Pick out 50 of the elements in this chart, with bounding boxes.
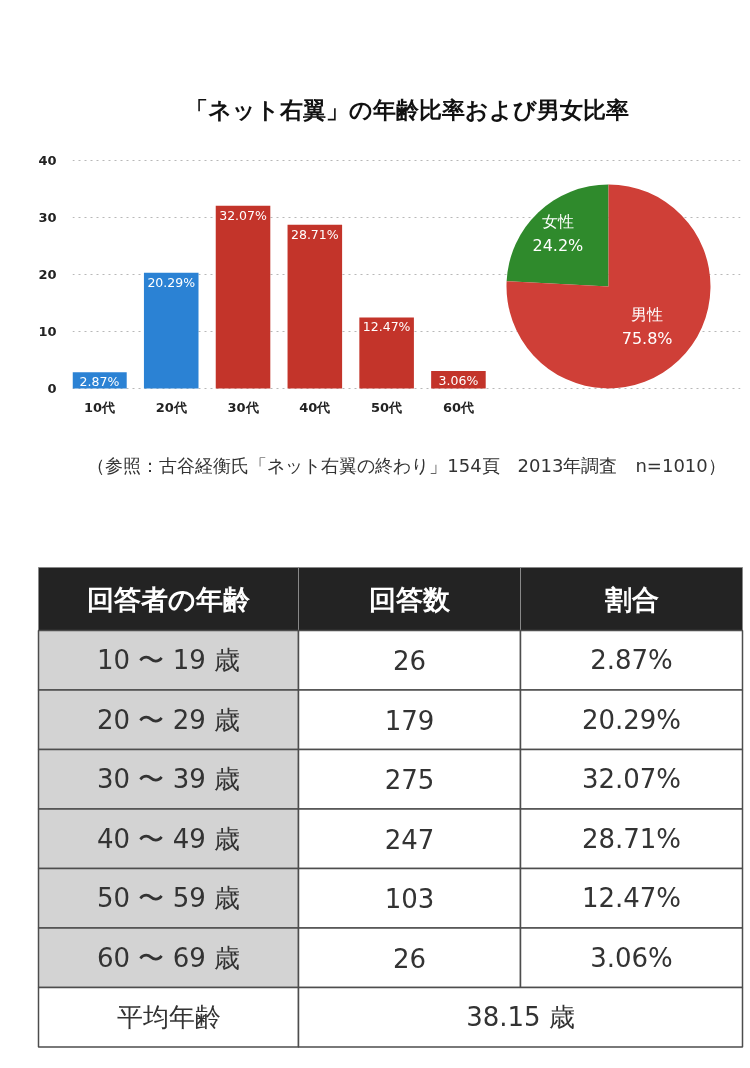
x-tick-label: 40代 xyxy=(299,399,331,415)
slice-label: 男性 xyxy=(631,305,664,325)
y-tick-label: 30 xyxy=(38,209,57,225)
y-tick-label: 40 xyxy=(38,152,57,168)
x-tick-label: 50代 xyxy=(371,399,403,415)
data-label: 32.07% xyxy=(581,764,682,795)
bar xyxy=(143,272,199,389)
chart-title: 「ネット右翼」の年齢比率および男女比率 xyxy=(184,96,629,123)
category-label: 20 〜 29 歳 xyxy=(97,704,240,735)
x-tick-label: 30代 xyxy=(227,399,259,415)
y-tick-label: 20 xyxy=(38,267,57,282)
y-tick-label: 0 xyxy=(47,381,57,397)
data-label: 26 xyxy=(392,646,427,677)
data-label: 275 xyxy=(384,765,435,796)
series-label: 割合 xyxy=(603,583,659,615)
category-label: 50 〜 59 歳 xyxy=(97,883,240,914)
slice-label: 女性 xyxy=(541,212,574,232)
data-label: 247 xyxy=(384,824,435,855)
data-label: 2.87% xyxy=(590,645,673,676)
data-label: 24.2% xyxy=(532,236,584,256)
text: （参照：古谷経衡氏「ネット右翼の終わり」154頁 2013年調査 n=1010） xyxy=(87,454,726,476)
bar xyxy=(215,205,271,389)
data-label: 3.06% xyxy=(590,942,673,973)
category-label: 30 〜 39 歳 xyxy=(97,764,240,795)
x-tick-label: 60代 xyxy=(442,399,474,415)
data-label: 12.47% xyxy=(581,883,682,914)
x-tick-label: 20代 xyxy=(155,399,187,415)
data-label: 20.29% xyxy=(581,704,682,735)
data-label: 3.06% xyxy=(438,373,479,389)
data-label: 28.71% xyxy=(581,823,682,854)
text: 回答者の年齢 xyxy=(87,583,250,615)
data-label: 26 xyxy=(392,943,427,974)
bar xyxy=(287,224,343,389)
data-label: 2.87% xyxy=(79,374,120,390)
data-label: 28.71% xyxy=(290,226,339,242)
data-label: 179 xyxy=(384,705,435,736)
category-label: 40 〜 49 歳 xyxy=(97,823,240,854)
text: 平均年齢 xyxy=(116,1002,221,1033)
data-label: 103 xyxy=(384,884,435,915)
data-label: 20.29% xyxy=(147,274,196,290)
text: 38.15 歳 xyxy=(466,1002,575,1033)
y-tick-label: 10 xyxy=(38,324,57,340)
data-label: 75.8% xyxy=(621,329,673,349)
series-label: 回答数 xyxy=(369,583,451,615)
category-label: 10 〜 19 歳 xyxy=(97,645,240,676)
category-label: 60 〜 69 歳 xyxy=(97,942,240,973)
data-label: 32.07% xyxy=(219,207,267,223)
bar xyxy=(359,317,414,389)
data-label: 12.47% xyxy=(362,319,411,335)
x-tick-label: 10代 xyxy=(83,399,115,415)
